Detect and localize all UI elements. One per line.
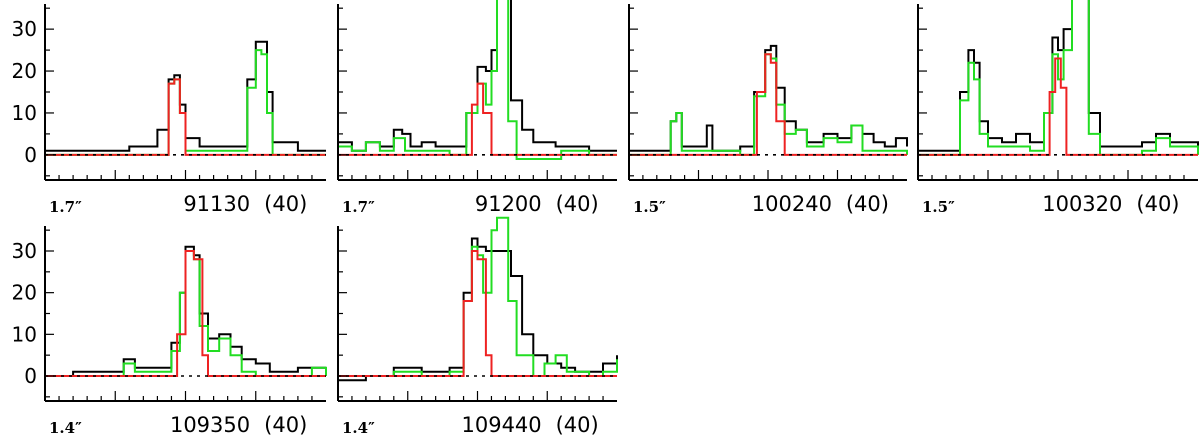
y-tick-label: 10 — [12, 101, 37, 125]
y-tick-label: 0 — [24, 364, 37, 388]
panel-id: 109350 — [170, 413, 250, 437]
panel-comp: (40) — [556, 192, 599, 216]
series-black-109440 — [338, 237, 618, 382]
series-black-91200 — [338, 0, 617, 152]
panel-91200: 1.7″ 91200 (40) — [337, 0, 617, 216]
panel-100240: 1.5″ 100240 (40) — [628, 4, 908, 216]
y-tick-label: 0 — [24, 143, 37, 167]
panel-comp: (40) — [846, 192, 889, 216]
panel-id: 100320 — [1042, 192, 1122, 216]
series-red-91130 — [45, 78, 326, 156]
panel-comp: (40) — [1136, 192, 1179, 216]
beam-label: 1.5″ — [633, 198, 666, 216]
y-tick-label: 30 — [12, 17, 37, 41]
series-green-100240 — [629, 53, 908, 156]
series-red-109440 — [338, 250, 617, 377]
beam-label: 1.5″ — [922, 198, 955, 216]
series-red-100240 — [629, 53, 907, 156]
panel-comp: (40) — [264, 413, 307, 437]
y-tick-label: 30 — [12, 239, 37, 263]
beam-label: 1.7″ — [342, 198, 375, 216]
beam-label: 1.4″ — [342, 419, 375, 437]
panel-109440: 1.4″ 109440 (40) — [337, 216, 618, 437]
y-tick-label: 20 — [12, 59, 37, 83]
series-red-109350 — [45, 250, 326, 377]
panel-comp: (40) — [556, 413, 599, 437]
panel-91130: 0 10 20 30 1.7″ 91130 (40) — [12, 4, 326, 216]
panel-109350: 0 10 20 30 1.4″ 109350 (40) — [12, 226, 327, 437]
panel-id: 100240 — [752, 192, 832, 216]
y-tick-label: 20 — [12, 281, 37, 305]
series-green-100320 — [918, 0, 1199, 156]
panel-id: 109440 — [461, 413, 541, 437]
series-red-100320 — [918, 57, 1198, 156]
panel-id: 91130 — [183, 192, 250, 216]
panel-comp: (40) — [264, 192, 307, 216]
panel-id: 91200 — [475, 192, 542, 216]
beam-label: 1.4″ — [49, 419, 82, 437]
beam-label: 1.7″ — [49, 198, 82, 216]
series-green-109440 — [338, 216, 618, 377]
panel-100320: 1.5″ 100320 (40) — [917, 0, 1199, 216]
y-tick-label: 10 — [12, 322, 37, 346]
